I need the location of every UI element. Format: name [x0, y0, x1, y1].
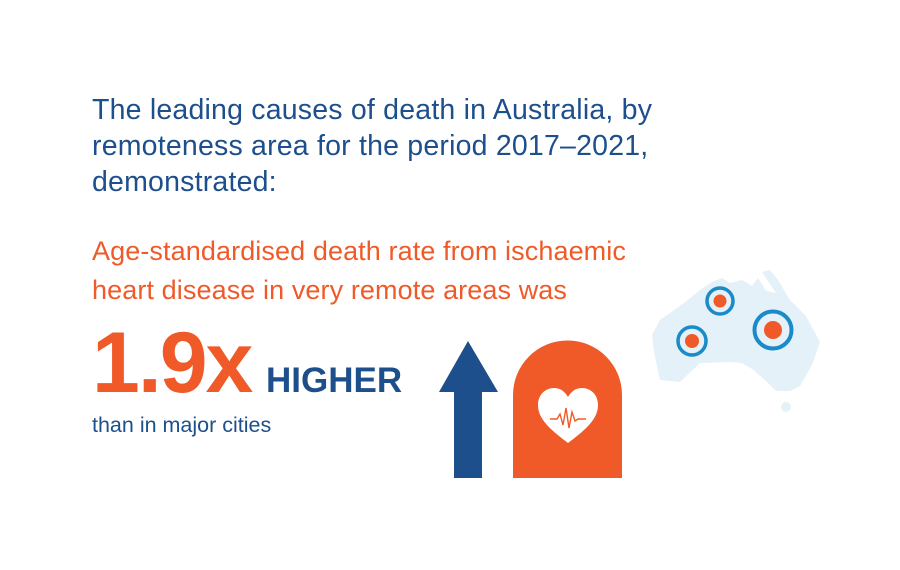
- headline-line: The leading causes of death in Australia…: [92, 94, 653, 126]
- heart-headstone-icon: [513, 340, 622, 478]
- description-line: heart disease in very remote areas was: [92, 275, 568, 305]
- australia-map-icon: [652, 270, 820, 412]
- direction-label: HIGHER: [266, 361, 403, 400]
- comparison-text: than in major cities: [92, 413, 272, 437]
- description-line: Age-standardised death rate from ischaem…: [92, 236, 626, 266]
- statistic-description: Age-standardised death rate from ischaem…: [92, 232, 626, 310]
- multiplier-value: 1.9x: [92, 315, 253, 411]
- headline: The leading causes of death in Australia…: [92, 92, 652, 200]
- up-arrow-icon: [439, 341, 498, 478]
- headline-line: demonstrated:: [92, 166, 277, 198]
- headline-line: remoteness area for the period 2017–2021…: [92, 130, 649, 162]
